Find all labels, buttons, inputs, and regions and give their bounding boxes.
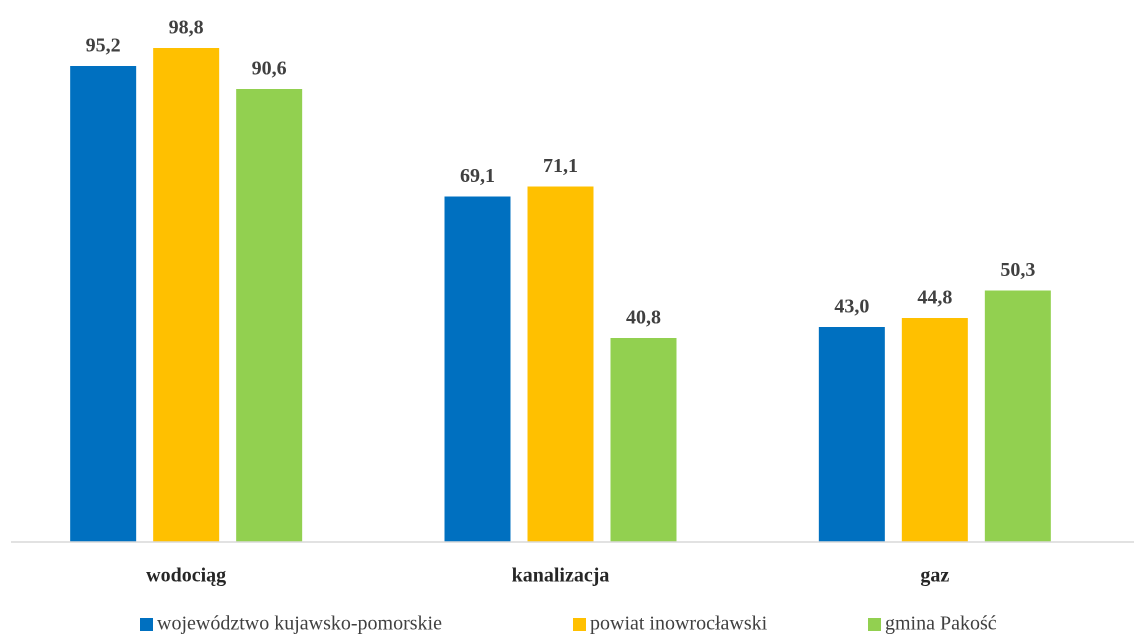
x-tick-label: gaz xyxy=(920,565,949,587)
legend-label: gmina Pakość xyxy=(885,613,997,634)
legend-swatch xyxy=(868,618,881,631)
bar xyxy=(236,89,303,542)
data-label: 50,3 xyxy=(1000,259,1035,281)
data-label: 69,1 xyxy=(460,165,495,187)
data-label: 44,8 xyxy=(917,287,952,309)
legend-label: województwo kujawsko-pomorskie xyxy=(157,613,442,634)
x-tick-label: kanalizacja xyxy=(512,565,610,587)
legend-label: powiat inowrocławski xyxy=(590,613,768,634)
legend-swatch xyxy=(573,618,586,631)
data-label: 90,6 xyxy=(252,58,287,80)
x-tick-label: wodociąg xyxy=(146,565,226,587)
bar xyxy=(70,66,137,542)
bar xyxy=(818,327,885,542)
bar xyxy=(444,196,511,542)
bar xyxy=(984,290,1051,542)
data-label: 95,2 xyxy=(86,35,121,57)
bar xyxy=(527,186,594,542)
bar xyxy=(153,48,220,542)
data-label: 98,8 xyxy=(169,17,204,39)
legend-swatch xyxy=(140,618,153,631)
data-label: 43,0 xyxy=(834,296,869,318)
data-label: 40,8 xyxy=(626,307,661,329)
bar xyxy=(901,318,968,542)
bar xyxy=(610,338,677,542)
data-label: 71,1 xyxy=(543,155,578,177)
